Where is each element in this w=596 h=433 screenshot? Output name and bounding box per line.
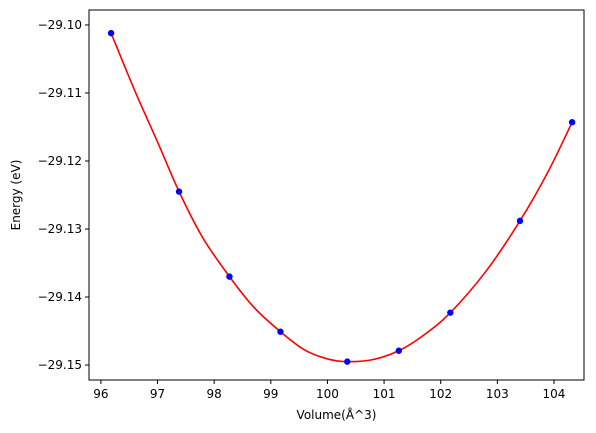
data-point <box>516 217 524 225</box>
x-axis-label: Volume(Å^3) <box>297 407 377 422</box>
x-tick-label: 102 <box>429 387 452 401</box>
x-tick-label: 100 <box>316 387 339 401</box>
x-tick-label: 101 <box>373 387 396 401</box>
y-axis: −29.10 −29.11 −29.12 −29.13 −29.14 −29.15 <box>38 18 89 372</box>
plot-frame <box>88 9 585 381</box>
data-point <box>447 309 454 316</box>
y-axis-label: Energy (eV) <box>9 160 23 231</box>
x-tick-label: 103 <box>486 387 509 401</box>
y-tick-label: −29.13 <box>38 222 82 236</box>
y-tick-label: −29.15 <box>38 358 82 372</box>
data-point <box>175 188 183 195</box>
plot-area <box>107 29 576 365</box>
x-axis: 96 97 98 99 100 101 102 103 104 <box>93 380 565 401</box>
data-point <box>226 273 233 280</box>
y-tick-label: −29.10 <box>38 18 82 32</box>
data-point <box>344 358 351 365</box>
data-point <box>395 347 402 354</box>
x-tick-label: 98 <box>207 387 222 401</box>
x-tick-label: 97 <box>150 387 165 401</box>
data-point <box>277 328 284 335</box>
y-tick-label: −29.11 <box>38 86 82 100</box>
data-point <box>107 29 115 37</box>
x-tick-label: 96 <box>93 387 108 401</box>
x-tick-label: 99 <box>263 387 278 401</box>
y-tick-label: −29.12 <box>38 154 82 168</box>
y-tick-label: −29.14 <box>38 290 82 304</box>
x-tick-label: 104 <box>543 387 566 401</box>
data-point <box>568 119 576 126</box>
